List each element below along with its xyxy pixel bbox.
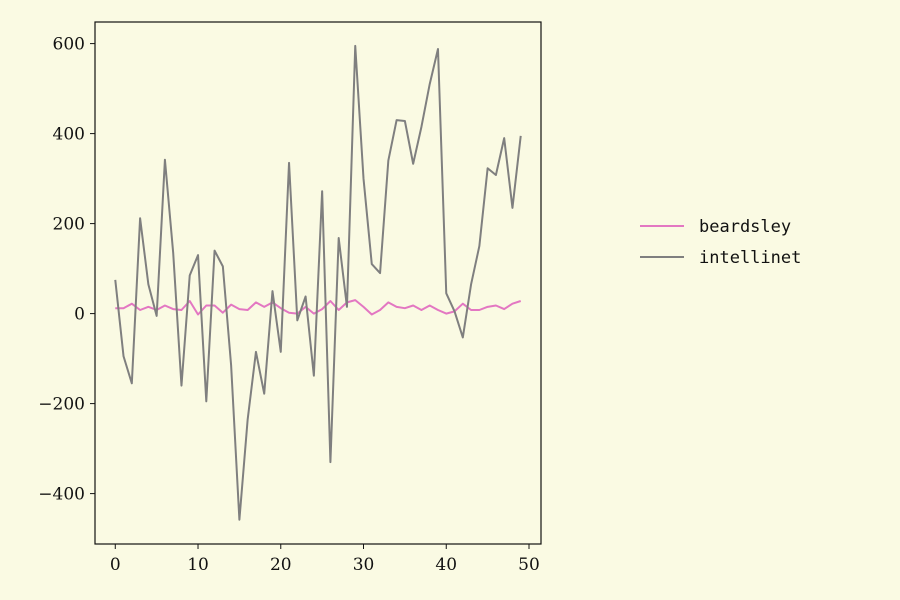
plot-area xyxy=(94,21,542,545)
x-tick-label: 10 xyxy=(187,555,209,575)
legend: beardsley intellinet xyxy=(640,217,801,268)
series-line-intellinet xyxy=(114,44,522,521)
x-tick-label: 50 xyxy=(518,555,540,575)
x-axis: 0 10 20 30 40 50 xyxy=(110,544,540,575)
y-tick-label: −400 xyxy=(38,485,85,505)
y-tick-label: −200 xyxy=(38,395,85,415)
y-axis: −400 −200 0 200 400 600 xyxy=(38,35,95,505)
x-tick-label: 0 xyxy=(110,555,121,575)
series-layer xyxy=(114,44,522,521)
legend-label-beardsley: beardsley xyxy=(699,217,791,237)
series-line-beardsley xyxy=(115,299,522,316)
legend-label-intellinet: intellinet xyxy=(699,248,801,268)
x-tick-label: 30 xyxy=(353,555,375,575)
y-tick-label: 600 xyxy=(53,35,85,55)
x-tick-label: 20 xyxy=(270,555,292,575)
x-tick-label: 40 xyxy=(435,555,457,575)
y-tick-label: 200 xyxy=(53,215,85,235)
plot-frame xyxy=(94,21,542,545)
y-tick-label: 0 xyxy=(74,305,85,325)
y-tick-label: 400 xyxy=(53,125,85,145)
